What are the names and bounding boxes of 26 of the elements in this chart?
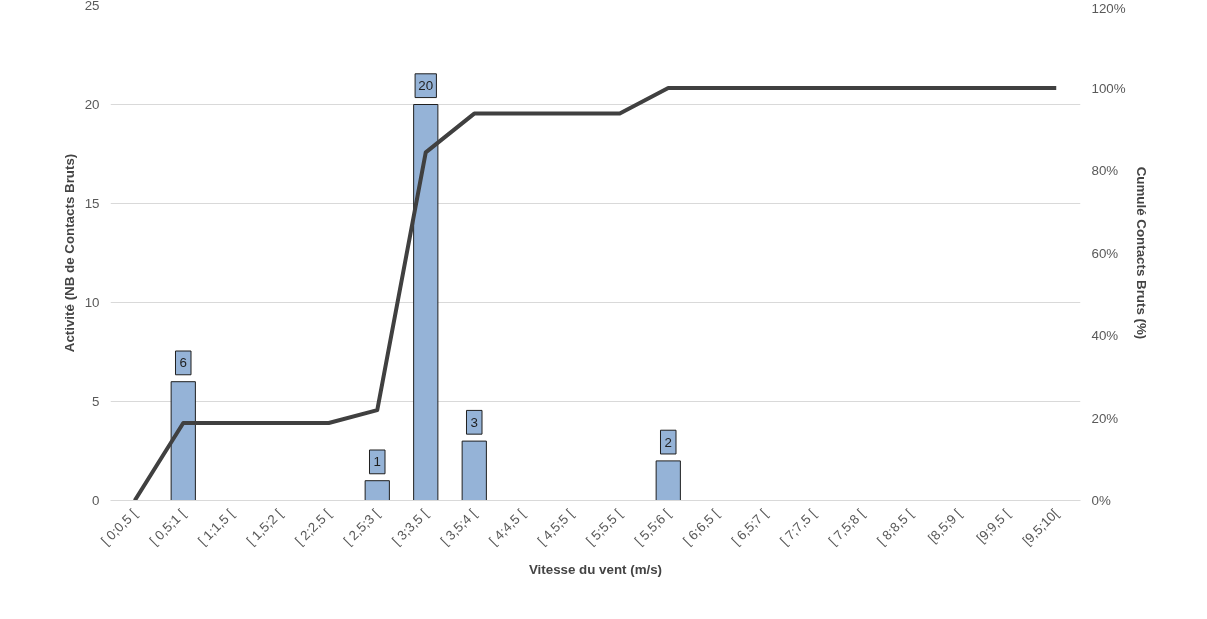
y-tick-label: 5 <box>92 394 100 409</box>
data-label: 20 <box>418 78 434 94</box>
data-label: 6 <box>179 355 187 371</box>
y-axis-title: Activité (NB de Contacts Bruts) <box>61 153 77 353</box>
data-label: 2 <box>664 434 672 450</box>
y2-tick-label: 120% <box>1091 0 1126 16</box>
bar <box>364 480 390 501</box>
data-label: 3 <box>470 414 478 430</box>
y2-tick-label: 60% <box>1091 245 1119 261</box>
y2-tick-label: 0% <box>1091 493 1111 508</box>
x-axis-title: Vitesse du vent (m/s) <box>528 561 663 577</box>
bar <box>170 381 196 501</box>
data-label: 1 <box>373 454 381 470</box>
y-tick-label: 25 <box>84 0 100 13</box>
y2-axis-title: Cumulé Contacts Bruts (%) <box>1133 166 1149 340</box>
bar <box>413 104 439 501</box>
y2-tick-label: 20% <box>1091 410 1119 426</box>
y2-tick-label: 80% <box>1091 163 1119 178</box>
y-tick-label: 0 <box>92 493 100 508</box>
bar <box>655 460 681 501</box>
bar <box>461 440 487 501</box>
y-tick-label: 15 <box>84 196 100 211</box>
y-tick-label: 20 <box>84 97 100 112</box>
y2-tick-label: 40% <box>1091 328 1119 343</box>
y2-tick-label: 100% <box>1091 80 1126 96</box>
y-tick-label: 10 <box>84 295 100 310</box>
